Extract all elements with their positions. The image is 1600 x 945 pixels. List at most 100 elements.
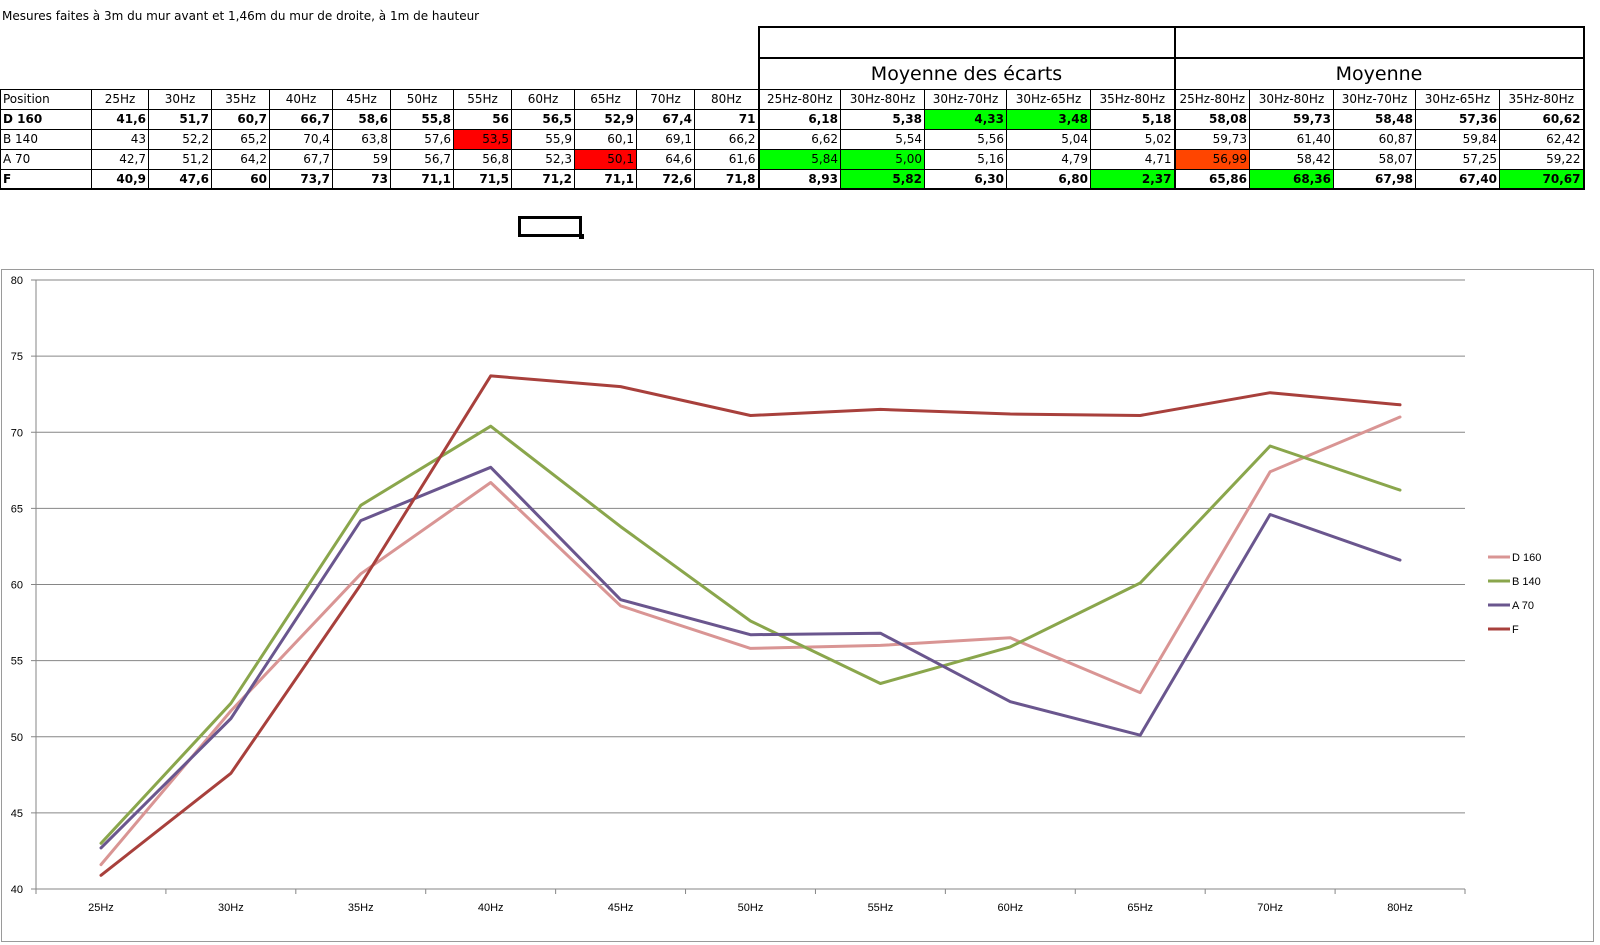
moyenne-cell[interactable]: 67,98 bbox=[1333, 168, 1416, 190]
value-cell[interactable]: 66,7 bbox=[269, 108, 333, 130]
value-cell[interactable]: 60,1 bbox=[574, 128, 637, 150]
moyenne-cell[interactable]: 62,42 bbox=[1499, 128, 1585, 150]
moyenne-cell[interactable]: 58,48 bbox=[1333, 108, 1416, 130]
value-cell[interactable]: 50,1 bbox=[574, 148, 637, 170]
value-cell[interactable]: 64,6 bbox=[636, 148, 695, 170]
ecart-cell[interactable]: 4,33 bbox=[924, 108, 1007, 130]
empty-cell[interactable] bbox=[92, 27, 759, 58]
group-title-moyenne[interactable]: Moyenne bbox=[1173, 58, 1585, 89]
header-range-moyenne[interactable]: 30Hz-65Hz bbox=[1415, 88, 1500, 110]
header-freq[interactable]: 25Hz bbox=[91, 88, 149, 110]
row-label[interactable]: A 70 bbox=[0, 148, 92, 170]
header-freq[interactable]: 60Hz bbox=[511, 88, 575, 110]
moyenne-cell[interactable]: 60,87 bbox=[1333, 128, 1416, 150]
header-range-ecarts[interactable]: 35Hz-80Hz bbox=[1090, 88, 1176, 110]
value-cell[interactable]: 52,3 bbox=[511, 148, 575, 170]
value-cell[interactable]: 56 bbox=[453, 108, 512, 130]
value-cell[interactable]: 71,8 bbox=[694, 168, 759, 190]
value-cell[interactable]: 60,7 bbox=[211, 108, 270, 130]
ecart-cell[interactable]: 5,16 bbox=[924, 148, 1007, 170]
value-cell[interactable]: 52,2 bbox=[148, 128, 212, 150]
ecart-cell[interactable]: 2,37 bbox=[1090, 168, 1176, 190]
ecart-cell[interactable]: 6,18 bbox=[757, 108, 841, 130]
header-freq[interactable]: 40Hz bbox=[269, 88, 333, 110]
header-range-moyenne[interactable]: 30Hz-80Hz bbox=[1249, 88, 1334, 110]
header-range-moyenne[interactable]: 25Hz-80Hz bbox=[1174, 88, 1250, 110]
value-cell[interactable]: 56,7 bbox=[390, 148, 454, 170]
value-cell[interactable]: 73,7 bbox=[269, 168, 333, 190]
ecart-cell[interactable]: 6,62 bbox=[757, 128, 841, 150]
moyenne-cell[interactable]: 57,25 bbox=[1415, 148, 1500, 170]
value-cell[interactable]: 64,2 bbox=[211, 148, 270, 170]
ecart-cell[interactable]: 5,82 bbox=[840, 168, 925, 190]
selected-cell[interactable] bbox=[518, 216, 584, 239]
value-cell[interactable]: 71,1 bbox=[574, 168, 637, 190]
value-cell[interactable]: 63,8 bbox=[332, 128, 391, 150]
ecart-cell[interactable]: 5,56 bbox=[924, 128, 1007, 150]
value-cell[interactable]: 70,4 bbox=[269, 128, 333, 150]
empty-cell[interactable] bbox=[92, 58, 759, 89]
ecart-cell[interactable]: 8,93 bbox=[757, 168, 841, 190]
header-freq[interactable]: 65Hz bbox=[574, 88, 637, 110]
value-cell[interactable]: 52,9 bbox=[574, 108, 637, 130]
header-range-moyenne[interactable]: 30Hz-70Hz bbox=[1333, 88, 1416, 110]
value-cell[interactable]: 53,5 bbox=[453, 128, 512, 150]
row-label[interactable]: F bbox=[0, 168, 92, 190]
value-cell[interactable]: 57,6 bbox=[390, 128, 454, 150]
ecart-cell[interactable]: 5,00 bbox=[840, 148, 925, 170]
value-cell[interactable]: 61,6 bbox=[694, 148, 759, 170]
ecart-cell[interactable]: 5,38 bbox=[840, 108, 925, 130]
ecart-cell[interactable]: 4,79 bbox=[1006, 148, 1091, 170]
moyenne-cell[interactable]: 58,08 bbox=[1174, 108, 1250, 130]
moyenne-cell[interactable]: 61,40 bbox=[1249, 128, 1334, 150]
empty-cell[interactable] bbox=[1, 58, 92, 89]
header-range-moyenne[interactable]: 35Hz-80Hz bbox=[1499, 88, 1585, 110]
ecart-cell[interactable]: 6,80 bbox=[1006, 168, 1091, 190]
value-cell[interactable]: 42,7 bbox=[91, 148, 149, 170]
header-range-ecarts[interactable]: 30Hz-80Hz bbox=[840, 88, 925, 110]
value-cell[interactable]: 55,9 bbox=[511, 128, 575, 150]
value-cell[interactable]: 41,6 bbox=[91, 108, 149, 130]
value-cell[interactable]: 55,8 bbox=[390, 108, 454, 130]
value-cell[interactable]: 71,2 bbox=[511, 168, 575, 190]
header-freq[interactable]: 50Hz bbox=[390, 88, 454, 110]
value-cell[interactable]: 51,7 bbox=[148, 108, 212, 130]
ecart-cell[interactable]: 3,48 bbox=[1006, 108, 1091, 130]
header-freq[interactable]: 35Hz bbox=[211, 88, 270, 110]
moyenne-cell[interactable]: 58,42 bbox=[1249, 148, 1334, 170]
ecart-cell[interactable]: 5,04 bbox=[1006, 128, 1091, 150]
header-freq[interactable]: 45Hz bbox=[332, 88, 391, 110]
header-freq[interactable]: 55Hz bbox=[453, 88, 512, 110]
value-cell[interactable]: 51,2 bbox=[148, 148, 212, 170]
value-cell[interactable]: 66,2 bbox=[694, 128, 759, 150]
value-cell[interactable]: 67,7 bbox=[269, 148, 333, 170]
header-freq[interactable]: 80Hz bbox=[694, 88, 759, 110]
value-cell[interactable]: 40,9 bbox=[91, 168, 149, 190]
header-range-ecarts[interactable]: 30Hz-65Hz bbox=[1006, 88, 1091, 110]
moyenne-cell[interactable]: 59,73 bbox=[1249, 108, 1334, 130]
value-cell[interactable]: 47,6 bbox=[148, 168, 212, 190]
group-blank-cell[interactable] bbox=[1173, 26, 1585, 59]
value-cell[interactable]: 72,6 bbox=[636, 168, 695, 190]
value-cell[interactable]: 58,6 bbox=[332, 108, 391, 130]
group-title-ecarts[interactable]: Moyenne des écarts bbox=[757, 58, 1176, 89]
moyenne-cell[interactable]: 57,36 bbox=[1415, 108, 1500, 130]
row-label[interactable]: D 160 bbox=[0, 108, 92, 130]
moyenne-cell[interactable]: 65,86 bbox=[1174, 168, 1250, 190]
value-cell[interactable]: 67,4 bbox=[636, 108, 695, 130]
value-cell[interactable]: 71,5 bbox=[453, 168, 512, 190]
header-range-ecarts[interactable]: 25Hz-80Hz bbox=[757, 88, 841, 110]
moyenne-cell[interactable]: 56,99 bbox=[1174, 148, 1250, 170]
value-cell[interactable]: 73 bbox=[332, 168, 391, 190]
ecart-cell[interactable]: 6,30 bbox=[924, 168, 1007, 190]
value-cell[interactable]: 71 bbox=[694, 108, 759, 130]
value-cell[interactable]: 43 bbox=[91, 128, 149, 150]
empty-cell[interactable] bbox=[1, 27, 92, 58]
header-freq[interactable]: 70Hz bbox=[636, 88, 695, 110]
header-range-ecarts[interactable]: 30Hz-70Hz bbox=[924, 88, 1007, 110]
value-cell[interactable]: 59 bbox=[332, 148, 391, 170]
ecart-cell[interactable]: 4,71 bbox=[1090, 148, 1176, 170]
value-cell[interactable]: 60 bbox=[211, 168, 270, 190]
value-cell[interactable]: 71,1 bbox=[390, 168, 454, 190]
ecart-cell[interactable]: 5,54 bbox=[840, 128, 925, 150]
